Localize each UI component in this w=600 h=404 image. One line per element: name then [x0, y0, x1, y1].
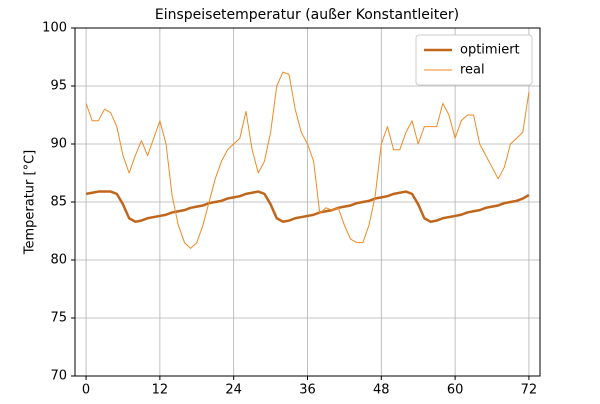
- line-series: [85, 190, 530, 223]
- x-tick-label: 36: [299, 383, 316, 398]
- y-tick-label: 85: [50, 195, 67, 210]
- line-series: [85, 71, 530, 249]
- x-tick-label: 48: [373, 383, 390, 398]
- x-tick-label: 0: [82, 383, 90, 398]
- x-tick-label: 60: [447, 383, 464, 398]
- plot-frame: [74, 27, 541, 377]
- chart-title: Einspeisetemperatur (außer Konstantleite…: [155, 7, 459, 23]
- x-tick-label: 12: [152, 383, 169, 398]
- y-axis-label: Temperatur [°C]: [23, 150, 38, 256]
- legend-label: real: [460, 63, 485, 78]
- y-tick-label: 90: [50, 137, 67, 152]
- x-tick-label: 24: [225, 383, 242, 398]
- y-tick-label: 95: [50, 79, 67, 94]
- y-tick-label: 80: [50, 253, 67, 268]
- y-tick-label: 70: [50, 369, 67, 384]
- x-tick-label: 72: [521, 383, 538, 398]
- y-tick-label: 75: [50, 311, 67, 326]
- y-tick-label: 100: [42, 21, 67, 36]
- legend-box: [415, 34, 533, 86]
- legend-label: optimiert: [460, 43, 520, 58]
